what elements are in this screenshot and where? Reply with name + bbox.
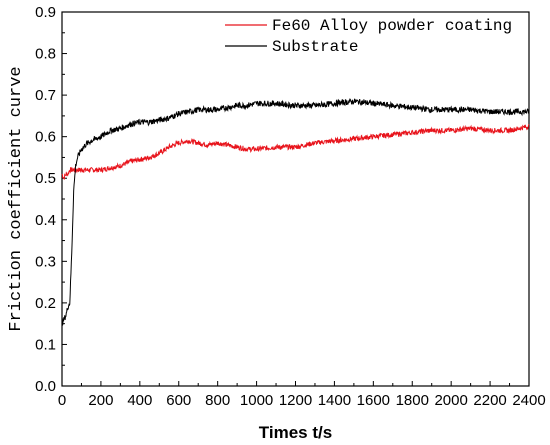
x-tick-label: 2400	[512, 392, 545, 409]
x-tick-label: 0	[58, 392, 66, 409]
x-axis-ticks: 0 200 400 600 800 1000 1200 1400 1600 1800 2000 220…	[58, 381, 546, 409]
y-tick-label: 0.9	[35, 4, 56, 21]
x-tick-label: 1600	[357, 392, 390, 409]
x-tick-label: 1800	[396, 392, 429, 409]
y-tick-label: 0.3	[35, 253, 56, 270]
y-tick-label: 0.1	[35, 336, 56, 353]
x-tick-label: 1000	[240, 392, 273, 409]
plot-area	[61, 11, 530, 387]
y-tick-label: 0.7	[35, 87, 56, 104]
x-tick-label: 600	[166, 392, 191, 409]
y-tick-label: 0.2	[35, 295, 56, 312]
y-tick-label: 0.0	[35, 378, 56, 395]
y-tick-label: 0.5	[35, 170, 56, 187]
plot-frame	[61, 11, 530, 387]
x-tick-label: 400	[127, 392, 152, 409]
series-line-coating	[61, 124, 530, 180]
y-tick-label: 0.6	[35, 129, 56, 146]
y-axis-ticks: 0.0 0.1 0.2 0.3 0.4 0.5 0.6 0.7 0.8 0.9	[35, 4, 67, 395]
legend-label: Substrate	[272, 38, 358, 56]
x-tick-label: 1200	[279, 392, 312, 409]
x-tick-label: 200	[88, 392, 113, 409]
legend: Fe60 Alloy powder coating Substrate	[225, 17, 512, 56]
y-tick-label: 0.4	[35, 212, 56, 229]
y-tick-label: 0.8	[35, 46, 56, 63]
x-tick-label: 800	[205, 392, 230, 409]
x-tick-label: 2000	[434, 392, 467, 409]
x-tick-label: 2200	[473, 392, 506, 409]
y-axis-title: Friction coefficient curve	[7, 66, 26, 331]
x-axis-title: Times t/s	[259, 423, 332, 442]
x-tick-label: 1400	[318, 392, 351, 409]
series-line-substrate	[61, 98, 530, 327]
legend-label: Fe60 Alloy powder coating	[272, 17, 512, 35]
series-layer	[61, 98, 530, 327]
